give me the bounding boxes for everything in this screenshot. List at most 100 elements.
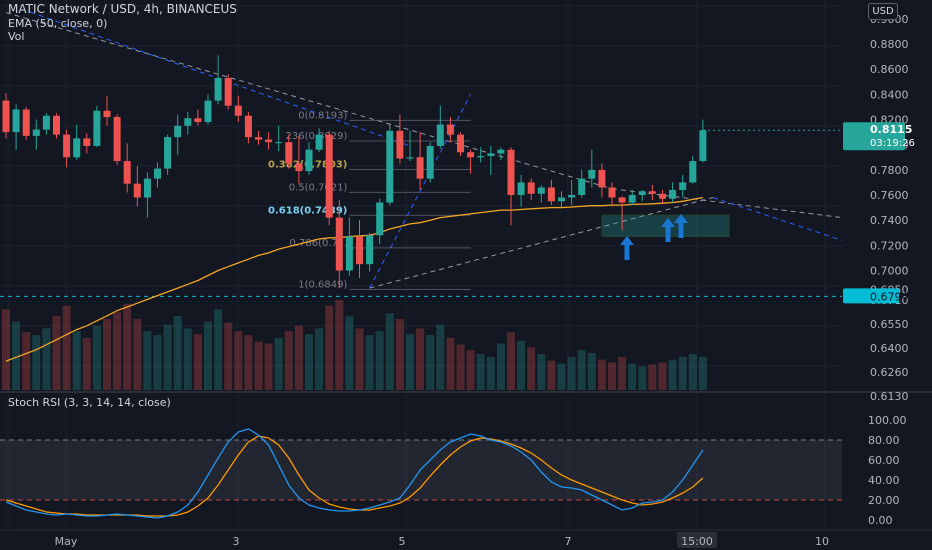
candle-body xyxy=(315,134,323,150)
arrow-shaft xyxy=(624,244,630,260)
volume-bar xyxy=(385,313,394,390)
candle-body xyxy=(578,178,586,195)
candle-body xyxy=(648,191,656,194)
trendlines xyxy=(0,11,843,297)
volume-bar xyxy=(173,316,182,390)
time-label: 10 xyxy=(815,535,829,548)
volume-bar xyxy=(577,350,586,390)
candle-body xyxy=(426,145,434,179)
volume-bar xyxy=(133,318,142,390)
fib-label: 1(0.6849) xyxy=(298,279,347,290)
candle-body xyxy=(184,118,192,126)
time-label: May xyxy=(55,535,78,548)
volume-bar xyxy=(113,312,122,390)
annotation-arrows xyxy=(620,214,688,260)
volume-bar xyxy=(355,328,364,390)
candle-body xyxy=(406,157,414,159)
volume-bar xyxy=(365,335,374,390)
candle-body xyxy=(154,168,161,179)
candle-body xyxy=(42,115,50,130)
candle-body xyxy=(174,125,182,138)
currency-button[interactable]: USD xyxy=(868,3,898,20)
candle-body xyxy=(376,202,384,236)
price-tick: 0.7000 xyxy=(870,264,909,277)
candle-body xyxy=(143,178,151,198)
rsi-tick: 40.00 xyxy=(868,474,900,487)
candle-body xyxy=(366,235,374,265)
arrow-shaft xyxy=(678,222,684,238)
candle-body xyxy=(416,157,424,179)
volume-bar xyxy=(517,340,526,390)
candle-body xyxy=(335,217,343,271)
candle-body xyxy=(446,124,454,135)
volume-bar xyxy=(688,354,697,390)
rsi-tick: 0.00 xyxy=(868,514,893,527)
volume-bar xyxy=(153,335,162,390)
volume-bar xyxy=(486,356,495,390)
volume-bar xyxy=(466,350,475,390)
volume-bar xyxy=(628,363,637,390)
volume-bar xyxy=(345,316,354,390)
volume-bar xyxy=(183,328,192,390)
volume-bar xyxy=(325,305,334,390)
candle-body xyxy=(73,138,81,158)
volume-bar xyxy=(62,305,71,390)
price-tick: 0.8600 xyxy=(870,63,909,76)
candle-body xyxy=(214,78,222,101)
candle-body xyxy=(255,137,262,140)
candle-body xyxy=(305,149,313,172)
trendline-ext xyxy=(611,188,843,219)
volume-bar xyxy=(436,324,445,390)
volume-bar xyxy=(608,362,616,390)
volume-bar xyxy=(638,366,647,390)
candle-body xyxy=(244,115,252,138)
volume-bar xyxy=(204,321,212,390)
volume-bar xyxy=(214,309,223,390)
volume-bar xyxy=(537,354,546,390)
volume-bar xyxy=(315,328,324,390)
volume-bar xyxy=(305,334,313,390)
volume-bar xyxy=(567,356,576,390)
volume-bar xyxy=(22,332,31,390)
volume-bar xyxy=(72,331,81,390)
stoch-rsi-title: Stoch RSI (3, 3, 14, 14, close) xyxy=(8,396,171,409)
candle-body xyxy=(467,152,475,158)
candle-body xyxy=(83,138,91,146)
price-axis: 0.90000.88000.86000.84000.82000.80000.78… xyxy=(702,13,915,403)
volume-bar xyxy=(103,318,111,390)
candle-body xyxy=(689,161,697,183)
volume-bar xyxy=(476,354,485,390)
volume-bar xyxy=(587,353,596,390)
volume-bar xyxy=(456,344,465,390)
candle-body xyxy=(699,130,707,162)
trendline-blue xyxy=(369,94,472,289)
candle-body xyxy=(436,124,444,146)
time-axis: May 3 5 7 15:00 10 xyxy=(0,529,932,548)
candle-body xyxy=(103,110,111,117)
volume-bar xyxy=(193,334,202,390)
candle-body xyxy=(679,182,687,190)
rsi-tick: 80.00 xyxy=(868,434,900,447)
candle-body xyxy=(487,153,495,156)
candle-body xyxy=(638,191,646,195)
volume-bar xyxy=(264,343,273,390)
candle-body xyxy=(477,156,485,158)
level-label-box xyxy=(843,288,899,304)
candle-body xyxy=(2,100,10,133)
candles xyxy=(2,55,707,289)
candle-body xyxy=(265,139,273,143)
time-label: 5 xyxy=(399,535,406,548)
vol-legend: Vol xyxy=(8,30,25,43)
time-label: 3 xyxy=(233,535,240,548)
volume-bar xyxy=(244,335,253,390)
fib-label: 0.5(0.7621) xyxy=(289,182,348,193)
volume-bar xyxy=(426,335,435,390)
candle-body xyxy=(386,130,394,203)
volume-bar xyxy=(284,331,293,390)
candle-body xyxy=(628,195,636,203)
volume-bar xyxy=(335,300,344,390)
arrow-head xyxy=(620,236,634,245)
volume-bar xyxy=(446,337,455,390)
volume-bar xyxy=(678,356,687,390)
